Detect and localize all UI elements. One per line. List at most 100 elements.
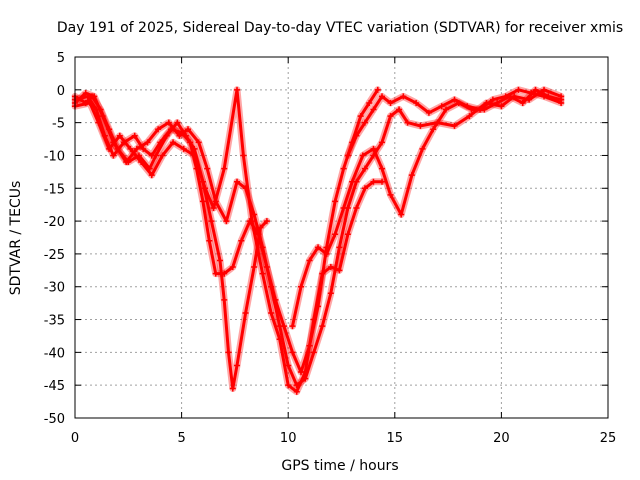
series-4-point	[127, 145, 134, 152]
y-tick-label: -50	[44, 412, 65, 427]
series-5-point	[430, 126, 437, 133]
series-4-point	[202, 185, 209, 192]
series-3-point	[144, 139, 151, 146]
series-3-point	[387, 113, 394, 120]
series-4-point	[344, 231, 351, 238]
series-5-point	[379, 165, 386, 172]
x-tick-label: 20	[493, 431, 510, 446]
series-4-point	[327, 264, 334, 271]
chart-title: Day 191 of 2025, Sidereal Day-to-day VTE…	[57, 20, 623, 36]
series-4-point	[180, 145, 187, 152]
series-5-point	[442, 106, 449, 113]
series-3-point	[184, 126, 191, 133]
series-2-point	[110, 152, 117, 159]
series-4-point	[221, 165, 228, 172]
series-1-point	[229, 385, 236, 392]
series-2-point	[332, 198, 339, 205]
series-6-point	[425, 109, 432, 116]
series-3-point	[165, 119, 172, 126]
series-6-point	[515, 86, 522, 93]
series-3-point	[123, 159, 130, 166]
series-5-point	[323, 250, 330, 257]
series-6-point	[502, 93, 509, 100]
series-4-point	[106, 145, 113, 152]
y-tick-label: -5	[52, 117, 65, 132]
series-4-point	[191, 152, 198, 159]
series-4-point	[234, 86, 241, 93]
series-3-point	[223, 218, 230, 225]
series-4-point	[259, 270, 266, 277]
series-2-point	[340, 165, 347, 172]
series-5-point	[519, 99, 526, 106]
series-4-point	[240, 152, 247, 159]
plot-frame	[74, 56, 609, 419]
series-6-point	[438, 103, 445, 110]
series-2-point	[374, 86, 381, 93]
series-6-point	[379, 93, 386, 100]
series-4-point	[319, 270, 326, 277]
series-4-point	[268, 309, 275, 316]
series-3-point	[82, 90, 89, 97]
data-series-group	[71, 86, 565, 396]
series-2-point	[206, 237, 213, 244]
series-5-point	[370, 145, 377, 152]
series-5-point	[398, 211, 405, 218]
series-5-point	[408, 172, 415, 179]
series-3-line	[73, 88, 563, 387]
series-3-point	[466, 113, 473, 120]
series-5-point	[419, 145, 426, 152]
series-3-point	[327, 290, 334, 297]
series-5-point	[349, 178, 356, 185]
series-3-point	[417, 122, 424, 129]
series-6-point	[387, 99, 394, 106]
series-2-point	[238, 237, 245, 244]
series-4-point	[159, 152, 166, 159]
series-4-point	[148, 172, 155, 179]
series-1-point	[208, 218, 215, 225]
series-4-point	[293, 388, 300, 395]
series-4-point	[336, 267, 343, 274]
series-3-point	[498, 103, 505, 110]
series-4-point	[170, 139, 177, 146]
series-6-point	[451, 96, 458, 103]
series-6-point	[344, 152, 351, 159]
series-2-point	[289, 349, 296, 356]
series-6-point	[413, 99, 420, 106]
series-2-point	[199, 198, 206, 205]
x-axis-label: GPS time / hours	[281, 458, 398, 474]
series-3-point	[91, 93, 98, 100]
series-5-point	[315, 244, 322, 251]
series-5-point	[297, 283, 304, 290]
series-6-point	[353, 132, 360, 139]
series-3-point	[268, 283, 275, 290]
series-4-point	[210, 204, 217, 211]
series-3-point	[336, 244, 343, 251]
series-2-point	[140, 145, 147, 152]
series-3-point	[319, 323, 326, 330]
series-3-point	[361, 165, 368, 172]
series-3-point	[259, 244, 266, 251]
series-5-point	[494, 99, 501, 106]
series-4-point	[370, 178, 377, 185]
series-6-point	[558, 99, 565, 106]
series-6-point	[489, 96, 496, 103]
series-2-point	[366, 99, 373, 106]
series-2-point	[357, 113, 364, 120]
series-1-point	[234, 362, 241, 369]
x-tick-label: 10	[280, 431, 297, 446]
series-2-point	[212, 270, 219, 277]
series-3-point	[541, 86, 548, 93]
grid-lines	[75, 57, 608, 418]
series-3-point	[204, 165, 211, 172]
series-5-line	[291, 88, 563, 328]
series-6-point	[370, 106, 377, 113]
series-3-point	[451, 122, 458, 129]
series-1-point	[251, 264, 258, 271]
series-4-point	[95, 119, 102, 126]
x-tick-label: 25	[600, 431, 617, 446]
series-1-point	[174, 119, 181, 126]
series-5-point	[359, 152, 366, 159]
series-1-point	[216, 257, 223, 264]
y-tick-label: -40	[44, 346, 65, 361]
series-4-point	[353, 204, 360, 211]
